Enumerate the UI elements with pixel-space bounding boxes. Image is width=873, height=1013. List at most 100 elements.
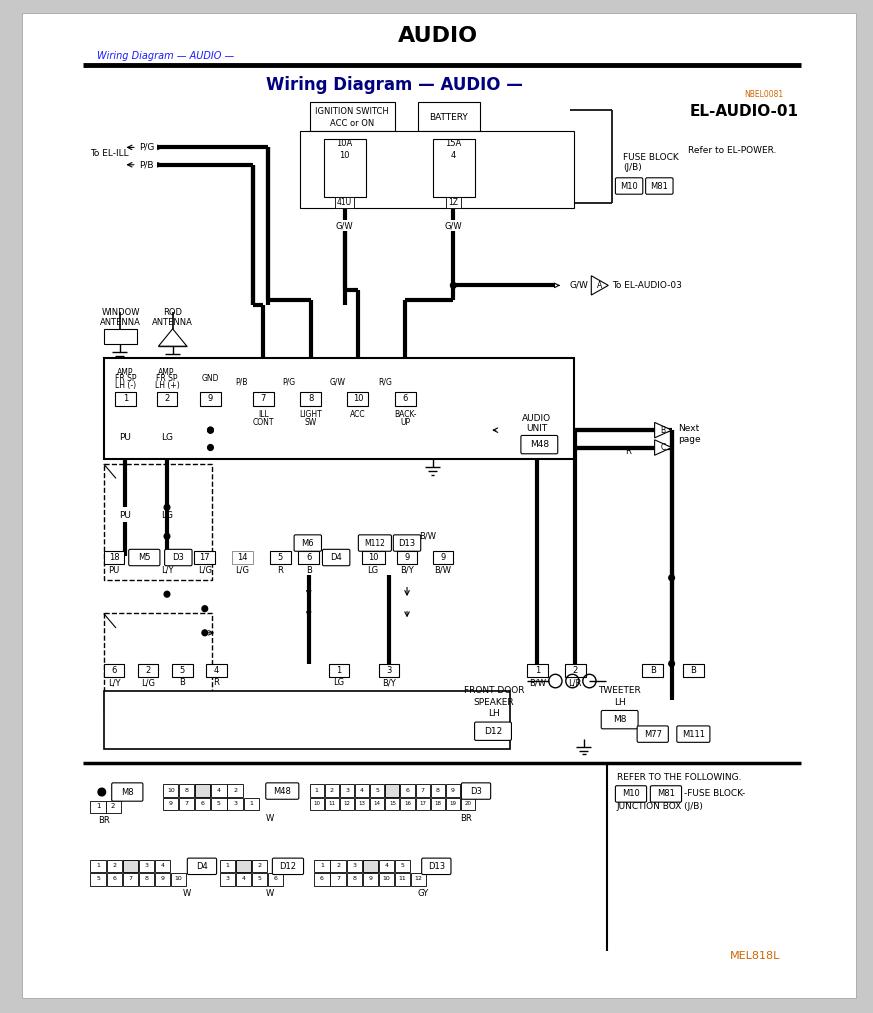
Text: ACC or ON: ACC or ON [330,119,375,128]
Text: 10: 10 [353,394,363,403]
Bar [236,860,251,872]
Text: LG: LG [161,434,173,443]
FancyBboxPatch shape [272,858,304,874]
Text: SW: SW [305,418,317,426]
Text: 8: 8 [352,876,356,881]
Bar [418,102,480,131]
Bar [211,784,226,797]
Text: C: C [661,443,666,452]
Text: G/W: G/W [569,281,588,290]
Bar [331,873,346,885]
Text: B/Y: B/Y [400,565,414,574]
Circle shape [669,575,675,580]
Text: M10: M10 [620,181,638,190]
Text: 5: 5 [258,876,262,881]
Text: 1Z: 1Z [449,198,458,207]
Text: D13: D13 [428,862,445,871]
Text: 41U: 41U [337,198,352,207]
Circle shape [208,427,213,433]
Text: 14: 14 [374,801,381,806]
Text: LG: LG [161,511,173,520]
Text: 2: 2 [573,666,578,675]
Text: D3: D3 [470,786,482,795]
Bar [446,784,460,797]
Text: LIGHT: LIGHT [299,410,322,419]
FancyBboxPatch shape [265,783,299,799]
Text: 11: 11 [398,876,406,881]
Circle shape [164,534,170,539]
Text: ILL: ILL [258,410,269,419]
Text: 9: 9 [404,553,409,562]
Bar [104,691,510,749]
FancyBboxPatch shape [601,710,638,728]
Text: LG: LG [333,679,345,688]
Bar [310,784,324,797]
Text: MEL818L: MEL818L [730,951,780,961]
Text: To EL-ILL: To EL-ILL [91,149,129,158]
Bar [362,873,378,885]
Text: M77: M77 [643,729,662,738]
Polygon shape [591,276,608,295]
Text: A: A [597,281,602,290]
Bar [196,784,210,797]
Text: B: B [179,679,185,688]
Text: 10: 10 [382,876,390,881]
Text: 14: 14 [237,553,248,562]
Text: 19: 19 [450,801,457,806]
Text: W: W [266,813,274,823]
Text: CONT: CONT [252,418,274,426]
Text: P/B: P/B [140,160,155,169]
Text: LH: LH [488,709,500,718]
Bar [252,860,267,872]
Text: BR: BR [98,815,109,825]
Bar [220,860,235,872]
Text: 10: 10 [368,553,378,562]
Text: P/B: P/B [236,378,248,386]
Text: 3: 3 [225,876,230,881]
Text: LH (-): LH (-) [115,381,136,390]
Bar [395,873,409,885]
Text: B/Y: B/Y [382,679,396,688]
Bar [385,798,400,810]
Bar [379,873,394,885]
Text: AMP.: AMP. [116,368,134,377]
Text: 1: 1 [249,801,253,806]
Bar [565,664,586,677]
Polygon shape [159,329,187,346]
Text: PU: PU [120,434,131,443]
Text: 4: 4 [450,151,456,160]
Text: 8: 8 [308,394,313,403]
FancyBboxPatch shape [461,783,491,799]
Text: 4: 4 [384,863,388,868]
Bar [228,784,243,797]
Bar [155,873,170,885]
Text: 5: 5 [278,553,283,562]
Text: UP: UP [400,418,410,426]
Bar [430,798,445,810]
Text: 6: 6 [274,876,278,881]
Bar [401,798,415,810]
Text: R: R [625,447,631,456]
Bar [172,664,193,677]
Bar [232,551,253,564]
Bar [104,329,137,344]
FancyBboxPatch shape [615,178,643,194]
Text: 7: 7 [421,787,424,792]
Bar [244,798,258,810]
Bar [91,800,106,813]
Bar [179,784,195,797]
Text: 16: 16 [404,801,411,806]
Text: 12: 12 [415,876,423,881]
Bar [155,860,170,872]
Text: 6: 6 [306,553,312,562]
Text: 3: 3 [352,863,356,868]
Text: 2: 2 [164,394,169,403]
Bar [115,392,136,406]
Bar [104,551,125,564]
Text: 10: 10 [340,151,350,160]
Text: M6: M6 [301,539,314,548]
Text: M81: M81 [657,789,675,798]
Bar [228,798,243,810]
Bar [91,860,106,872]
Text: 6: 6 [320,876,324,881]
